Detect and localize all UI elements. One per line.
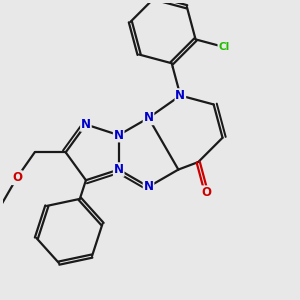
Text: N: N xyxy=(114,163,124,176)
Text: O: O xyxy=(12,171,22,184)
Text: Cl: Cl xyxy=(218,42,230,52)
Text: O: O xyxy=(201,186,212,199)
Text: N: N xyxy=(143,180,154,193)
Text: N: N xyxy=(114,129,124,142)
Text: N: N xyxy=(81,118,91,131)
Text: O: O xyxy=(12,171,22,184)
Text: N: N xyxy=(143,111,154,124)
Text: N: N xyxy=(176,89,185,102)
